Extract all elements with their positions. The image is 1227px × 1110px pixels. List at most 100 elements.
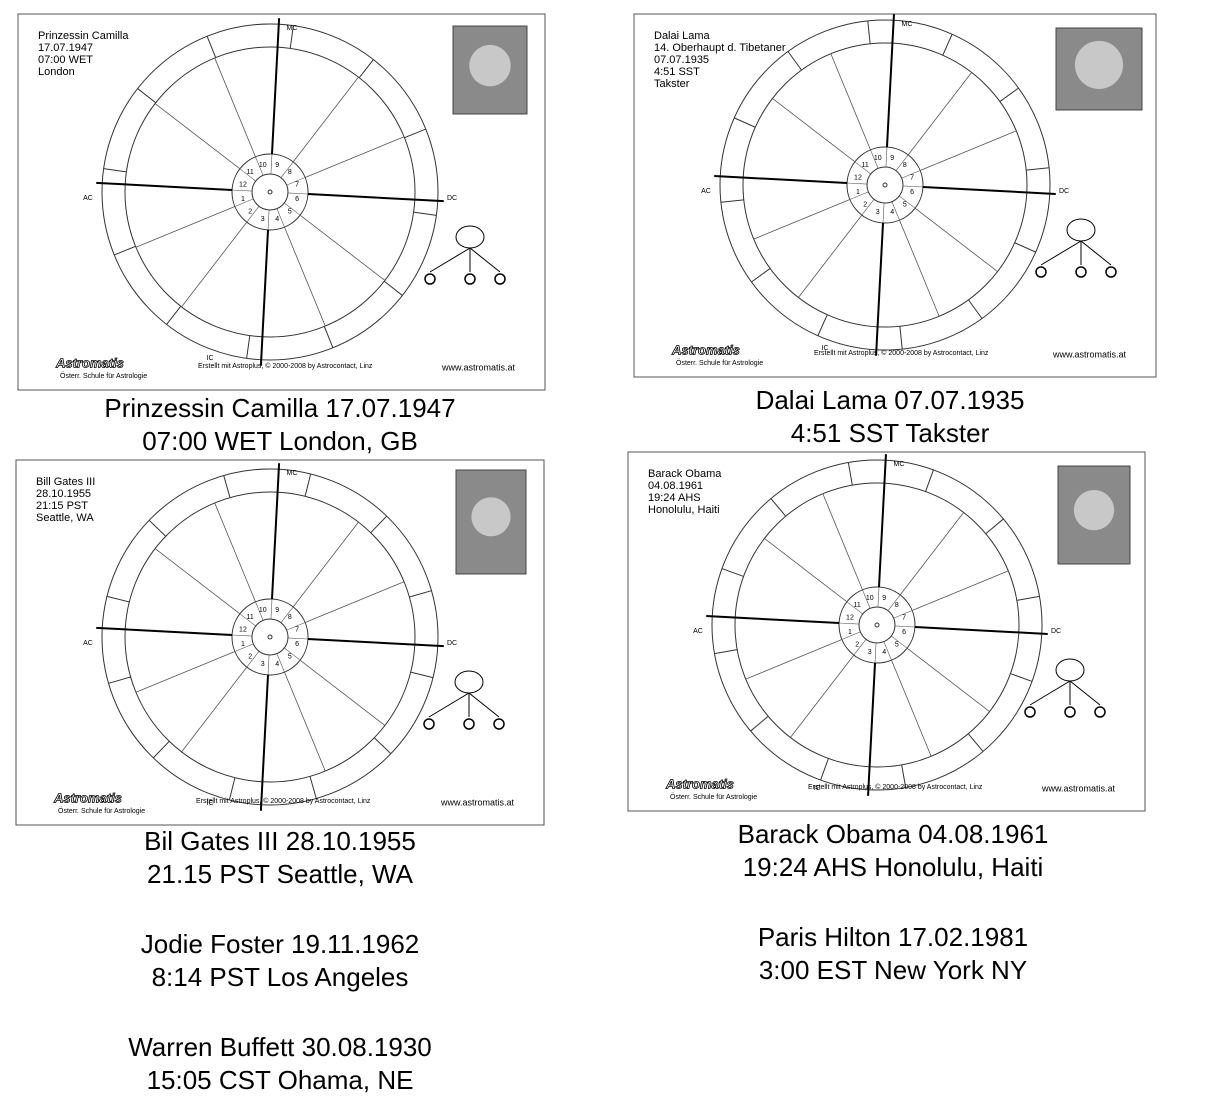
zodiac-divider <box>721 568 744 577</box>
house-number: 2 <box>248 654 252 661</box>
inner-cusp <box>267 209 270 230</box>
angle-label: MC <box>287 25 298 32</box>
zodiac-divider <box>817 314 828 336</box>
chart-header: 17.07.1947 <box>38 42 93 54</box>
angle-label: AC <box>693 628 703 635</box>
house-cusp <box>764 538 848 603</box>
chart-header: 07:00 WET <box>38 54 93 66</box>
house-number: 2 <box>855 642 859 649</box>
portrait-face <box>471 497 511 537</box>
inner-cusp <box>877 587 880 608</box>
zodiac-divider <box>383 280 403 296</box>
inner-cusp <box>276 653 285 673</box>
inner-cusp <box>846 601 863 615</box>
angle-label: MC <box>287 470 298 477</box>
house-number: 2 <box>863 202 867 209</box>
house-number: 6 <box>902 629 906 636</box>
zodiac-divider <box>304 473 312 497</box>
house-number: 9 <box>275 607 279 614</box>
house-cusp <box>798 214 863 298</box>
house-axis <box>259 674 270 811</box>
angle-label: IC <box>814 785 821 792</box>
zodiac-divider <box>152 740 170 759</box>
zodiac-divider <box>358 59 374 79</box>
chart-header: 19:24 AHS <box>648 492 701 504</box>
house-number: 1 <box>241 641 245 648</box>
wheel-ring <box>101 468 439 806</box>
house-number: 12 <box>854 175 862 182</box>
planet-glyph <box>1035 266 1047 278</box>
house-number: 8 <box>895 602 899 609</box>
angle-label: IC <box>207 355 214 362</box>
chart-header: 28.10.1955 <box>36 488 91 500</box>
inner-cusp <box>901 170 921 179</box>
house-number: 1 <box>241 196 245 203</box>
inner-cusp <box>234 643 254 652</box>
zodiac-divider <box>404 128 426 139</box>
website-url: www.astromatis.at <box>440 797 515 807</box>
astromatis-logo: Astromatis <box>665 776 734 791</box>
house-axis <box>867 662 877 796</box>
zodiac-divider <box>787 51 802 71</box>
birth-data-caption: 3:00 EST New York NY <box>759 955 1027 985</box>
credit-line: Erstellt mit Astroplus, © 2000-2008 by A… <box>808 783 983 791</box>
zodiac-divider <box>108 676 131 684</box>
aspect-arrow <box>469 247 501 273</box>
house-cusp <box>899 512 964 596</box>
zodiac-divider <box>968 299 983 319</box>
birth-data-caption: Warren Buffett 30.08.1930 <box>128 1032 432 1062</box>
house-cusp <box>214 502 256 603</box>
planet-glyph <box>424 273 436 285</box>
aspect-arrow <box>1080 240 1112 266</box>
inner-cusp <box>870 149 879 169</box>
chart-caption: 4:51 SST Takster <box>791 418 990 448</box>
aspect-arrow <box>1069 680 1101 706</box>
inner-cusp <box>232 634 253 637</box>
house-cusp <box>299 659 386 726</box>
house-number: 10 <box>259 607 267 614</box>
inner-cusp <box>287 192 308 195</box>
house-number: 4 <box>275 216 279 223</box>
house-number: 3 <box>876 209 880 216</box>
inner-cusp <box>891 201 900 221</box>
wheel-ring <box>742 42 1028 328</box>
aspect-arrow <box>429 247 471 273</box>
house-cusp <box>914 207 998 272</box>
birth-data-caption: 15:05 CST Ohama, NE <box>147 1065 414 1095</box>
zodiac-divider <box>750 715 769 732</box>
house-number: 7 <box>902 615 906 622</box>
house-number: 4 <box>882 649 886 656</box>
inner-cusp <box>255 156 264 176</box>
inner-cusp <box>885 147 888 168</box>
planet-glyph <box>1064 706 1076 718</box>
house-cusp <box>830 53 871 151</box>
house-axis <box>922 185 1056 195</box>
chart-caption: Barack Obama 04.08.1961 <box>738 819 1049 849</box>
chart-caption: 19:24 AHS Honolulu, Haiti <box>743 852 1044 882</box>
chart-caption: Prinzessin Camilla 17.07.1947 <box>104 393 455 423</box>
chart-header: London <box>38 66 75 78</box>
angle-label: DC <box>1059 188 1069 195</box>
house-cusp <box>772 98 856 163</box>
inner-cusp <box>276 208 285 228</box>
wheel-ring <box>124 491 416 783</box>
chart-header: 07.07.1935 <box>654 54 709 66</box>
house-cusp <box>154 103 241 170</box>
angle-label: IC <box>207 800 214 807</box>
planet-glyph <box>464 273 476 285</box>
house-number: 12 <box>846 615 854 622</box>
house-number: 5 <box>895 642 899 649</box>
house-number: 3 <box>868 649 872 656</box>
website-url: www.astromatis.at <box>441 362 516 372</box>
house-number: 4 <box>890 209 894 216</box>
chart-caption: Bil Gates III 28.10.1955 <box>144 826 416 856</box>
house-cusp <box>154 548 241 615</box>
aspect-arrow <box>468 692 500 718</box>
wheel-ring <box>858 606 896 644</box>
zodiac-divider <box>413 211 437 216</box>
wheel-ring <box>719 19 1051 351</box>
house-number: 11 <box>247 614 254 621</box>
wheel-center <box>882 182 888 188</box>
angle-label: DC <box>447 195 457 202</box>
chart-header: Bill Gates III <box>36 476 95 488</box>
